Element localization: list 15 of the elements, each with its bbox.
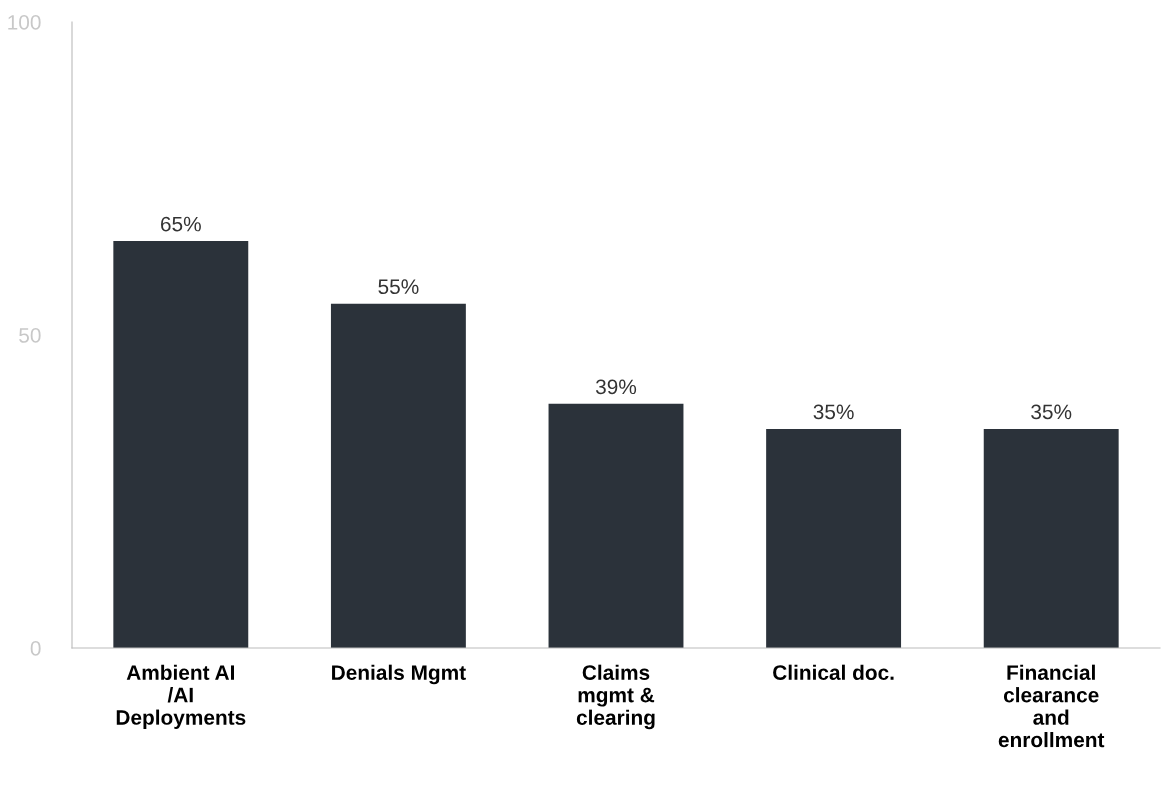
bar (548, 403, 684, 648)
bar (113, 241, 249, 648)
bar (983, 428, 1119, 648)
bar (766, 428, 902, 648)
x-tick-label: Clinical doc. (773, 664, 894, 680)
bar (330, 303, 466, 648)
x-tick-label: Denials Mgmt (332, 664, 466, 685)
x-tick-label: Financial clearance and enrollment (998, 664, 1105, 748)
data-label: 55% (378, 279, 419, 295)
data-label: 35% (813, 404, 854, 420)
x-tick-label: Ambient AI /AI Deployments (116, 664, 246, 729)
x-tick-label: Claims mgmt & clearing (576, 664, 655, 730)
data-label: 65% (161, 216, 201, 232)
data-label: 35% (1031, 404, 1072, 420)
data-label: 39% (595, 379, 637, 395)
